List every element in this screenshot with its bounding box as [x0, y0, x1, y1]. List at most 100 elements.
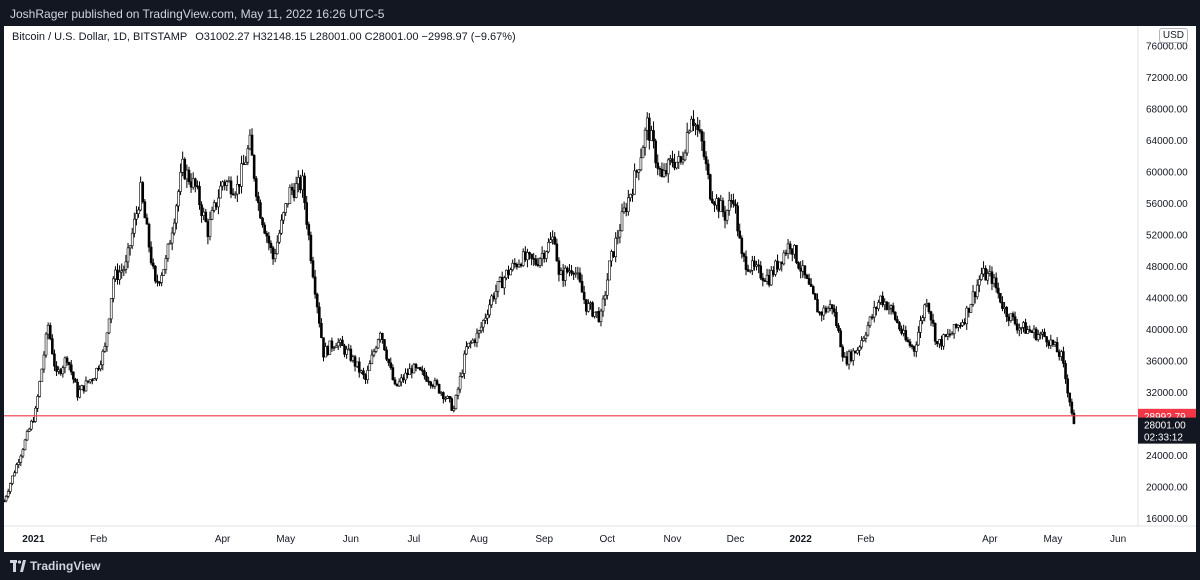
- candle-down: [757, 264, 760, 267]
- chart-area[interactable]: 16000.0020000.0024000.0028000.0032000.00…: [4, 26, 1196, 552]
- candle-down: [364, 374, 367, 380]
- candle-up: [296, 177, 300, 185]
- x-tick-label: May: [1043, 534, 1062, 545]
- candle-up: [563, 267, 567, 281]
- candle-up: [280, 219, 283, 234]
- candle-down: [803, 265, 807, 276]
- candle-up: [629, 194, 632, 199]
- candle-down: [896, 319, 899, 323]
- candle-down: [271, 247, 275, 260]
- candle-up: [439, 392, 443, 394]
- candle-down: [383, 339, 386, 351]
- candle-down: [717, 198, 720, 212]
- candle-up: [643, 129, 647, 148]
- candle-down: [624, 207, 628, 212]
- candle-down: [267, 235, 271, 244]
- candle-down: [999, 293, 1002, 303]
- candle-up: [551, 236, 554, 241]
- candle-down: [875, 307, 878, 310]
- candle-up: [627, 197, 630, 212]
- candle-down: [326, 346, 330, 355]
- candle-up: [477, 330, 481, 334]
- candle-down: [309, 234, 313, 262]
- candle-up: [433, 380, 437, 387]
- candle-down: [767, 274, 771, 286]
- candle-up: [378, 333, 382, 340]
- candle-down: [143, 201, 147, 219]
- candle-down: [906, 339, 910, 343]
- candle-up: [755, 264, 758, 267]
- candle-up: [593, 311, 596, 317]
- candle-down: [1057, 351, 1061, 357]
- candle-down: [200, 204, 203, 216]
- candle-down: [912, 346, 916, 352]
- candle-up: [498, 277, 502, 282]
- candle-up: [339, 339, 342, 343]
- y-tick-label: 64000.00: [1146, 136, 1188, 147]
- candle-up: [917, 332, 920, 346]
- candle-up: [1009, 313, 1013, 321]
- candle-up: [179, 172, 182, 192]
- candle-down: [818, 311, 821, 314]
- candle-down: [1043, 331, 1046, 337]
- candle-down: [263, 224, 266, 234]
- y-tick-label: 56000.00: [1146, 199, 1188, 210]
- candle-down: [790, 248, 794, 255]
- candle-up: [236, 184, 239, 195]
- candle-up: [63, 357, 67, 369]
- candle-down: [635, 170, 639, 173]
- candle-down: [580, 281, 584, 293]
- candle-up: [294, 183, 298, 198]
- candle-up: [6, 491, 10, 497]
- candle-up: [1060, 351, 1063, 357]
- candle-up: [284, 203, 287, 213]
- candle-down: [1015, 323, 1019, 331]
- candle-down: [48, 324, 52, 339]
- candle-down: [252, 155, 256, 179]
- candle-down: [410, 368, 414, 374]
- price-chart[interactable]: 16000.0020000.0024000.0028000.0032000.00…: [4, 26, 1196, 552]
- candle-up: [282, 212, 285, 221]
- candle-up: [496, 281, 500, 292]
- candle-up: [502, 277, 506, 289]
- candle-up: [467, 342, 470, 348]
- candle-up: [160, 275, 163, 283]
- candle-up: [164, 258, 168, 270]
- y-tick-label: 72000.00: [1146, 73, 1188, 84]
- candle-up: [17, 462, 21, 465]
- y-tick-label: 40000.00: [1146, 325, 1188, 336]
- candle-down: [198, 186, 201, 206]
- candle-down: [1068, 392, 1072, 403]
- candle-up: [162, 269, 166, 276]
- candle-up: [1032, 328, 1036, 333]
- candle-up: [914, 344, 918, 352]
- candle-up: [601, 298, 605, 312]
- candle-up: [942, 334, 945, 347]
- candle-up: [114, 269, 117, 280]
- candle-down: [807, 278, 811, 285]
- candle-up: [547, 242, 550, 253]
- time-axis[interactable]: 2021 Feb Apr May Jun Jul Aug Sep Oct Nov Dec 2022 Fe…: [22, 534, 1126, 545]
- candle-up: [622, 207, 626, 213]
- candle-down: [307, 224, 311, 236]
- candle-down: [385, 349, 388, 360]
- candle-up: [446, 396, 449, 399]
- candle-up: [889, 305, 893, 309]
- candle-up: [44, 333, 48, 356]
- candle-up: [618, 230, 622, 238]
- candle-up: [923, 304, 926, 318]
- candle-up: [484, 317, 487, 321]
- candle-up: [662, 170, 666, 177]
- candle-up: [360, 370, 363, 373]
- candle-down: [149, 246, 153, 264]
- candle-up: [416, 367, 420, 369]
- price-axis[interactable]: 16000.0020000.0024000.0028000.0032000.00…: [1146, 42, 1188, 525]
- candle-down: [500, 277, 504, 289]
- candle-down: [706, 163, 710, 175]
- candle-up: [275, 241, 279, 255]
- candle-down: [927, 303, 931, 312]
- candle-down: [967, 307, 971, 313]
- currency-badge[interactable]: USD: [1158, 28, 1188, 43]
- candle-up: [219, 185, 222, 199]
